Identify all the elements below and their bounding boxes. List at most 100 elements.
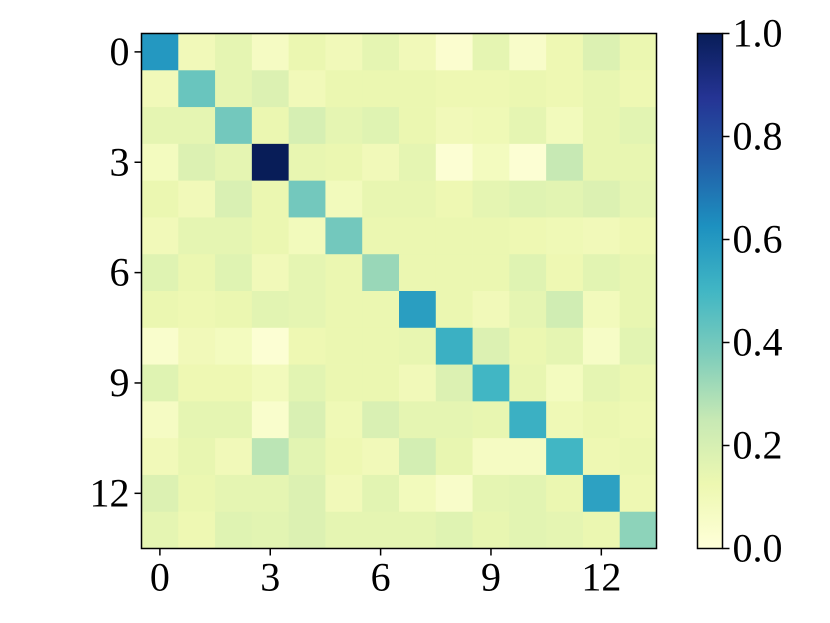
heatmap-cell <box>472 364 510 402</box>
heatmap-cell <box>362 438 400 476</box>
heatmap-cell <box>178 70 216 108</box>
heatmap-cells <box>141 33 657 549</box>
heatmap-cell <box>619 364 657 402</box>
heatmap-cell <box>619 70 657 108</box>
heatmap-cell <box>362 511 400 549</box>
heatmap-cell <box>509 70 547 108</box>
heatmap-cell <box>546 254 584 292</box>
heatmap-cell <box>546 217 584 255</box>
heatmap-cell <box>288 143 326 182</box>
heatmap-cell <box>399 254 437 292</box>
heatmap-cell <box>325 401 363 439</box>
heatmap-cell <box>251 291 290 329</box>
heatmap-cell <box>435 291 473 329</box>
heatmap-cell <box>399 143 437 182</box>
heatmap-cell <box>619 327 657 365</box>
heatmap-cell <box>546 364 584 402</box>
heatmap-cell <box>141 180 179 218</box>
heatmap-cell <box>472 327 510 365</box>
heatmap-cell <box>178 438 216 476</box>
heatmap-cell <box>582 401 621 439</box>
heatmap-cell <box>251 474 290 513</box>
heatmap-cell <box>325 143 363 182</box>
heatmap-cell <box>251 327 290 365</box>
heatmap-cell <box>141 511 179 549</box>
heatmap-cell <box>325 327 363 365</box>
heatmap-cell <box>435 438 473 476</box>
heatmap-cell <box>509 474 547 513</box>
heatmap-cell <box>582 33 621 71</box>
heatmap-cell <box>215 327 253 365</box>
heatmap-cell <box>399 107 437 145</box>
heatmap-cell <box>178 364 216 402</box>
heatmap-cell <box>435 364 473 402</box>
heatmap-cell <box>141 33 179 71</box>
heatmap-cell <box>582 217 621 255</box>
heatmap-cell <box>362 474 400 513</box>
heatmap-cell <box>472 143 510 182</box>
heatmap-cell <box>435 143 473 182</box>
heatmap-cell <box>399 327 437 365</box>
heatmap-cell <box>619 401 657 439</box>
heatmap-cell <box>619 33 657 71</box>
heatmap-cell <box>582 291 621 329</box>
heatmap-cell <box>472 180 510 218</box>
heatmap-cell <box>362 33 400 71</box>
heatmap-cell <box>399 70 437 108</box>
heatmap-cell <box>325 364 363 402</box>
heatmap-cell <box>582 438 621 476</box>
heatmap-cell <box>435 70 473 108</box>
colorbar-axis: 0.0 0.2 0.4 0.6 0.8 1.0 <box>722 11 783 571</box>
y-tick-label: 0 <box>110 29 130 74</box>
heatmap-cell <box>546 143 584 182</box>
y-axis: 0 3 6 9 12 <box>90 29 142 515</box>
heatmap-cell <box>509 33 547 71</box>
heatmap-cell <box>215 33 253 71</box>
heatmap-cell <box>362 364 400 402</box>
heatmap-cell <box>288 217 326 255</box>
heatmap-cell <box>619 217 657 255</box>
heatmap-cell <box>619 474 657 513</box>
heatmap-cell <box>582 107 621 145</box>
heatmap-cell <box>546 33 584 71</box>
heatmap-cell <box>215 401 253 439</box>
heatmap-cell <box>251 33 290 71</box>
heatmap-cell <box>546 511 584 549</box>
heatmap-cell <box>141 327 179 365</box>
heatmap-cell <box>435 217 473 255</box>
heatmap-cell <box>399 291 437 329</box>
x-tick-label: 3 <box>260 555 280 600</box>
heatmap-cell <box>509 364 547 402</box>
heatmap-cell <box>288 70 326 108</box>
heatmap-cell <box>619 438 657 476</box>
heatmap-cell <box>215 291 253 329</box>
colorbar <box>696 32 724 550</box>
heatmap-cell <box>582 254 621 292</box>
heatmap-cell <box>251 254 290 292</box>
colorbar-tick-label: 0.8 <box>733 114 783 159</box>
colorbar-tick-label: 1.0 <box>733 11 783 56</box>
heatmap-cell <box>215 364 253 402</box>
heatmap-cell <box>509 180 547 218</box>
heatmap-cell <box>325 474 363 513</box>
heatmap-cell <box>215 70 253 108</box>
heatmap-cell <box>178 217 216 255</box>
heatmap-cell <box>619 254 657 292</box>
heatmap-cell <box>325 254 363 292</box>
heatmap-cell <box>546 107 584 145</box>
heatmap-cell <box>141 107 179 145</box>
heatmap-cell <box>509 107 547 145</box>
heatmap-cell <box>546 291 584 329</box>
heatmap-cell <box>362 254 400 292</box>
heatmap-cell <box>215 217 253 255</box>
heatmap-cell <box>619 180 657 218</box>
heatmap-cell <box>509 217 547 255</box>
heatmap-cell <box>251 107 290 145</box>
heatmap-cell <box>435 474 473 513</box>
heatmap-cell <box>362 291 400 329</box>
heatmap-cell <box>215 180 253 218</box>
y-tick-label: 6 <box>110 250 130 295</box>
heatmap-cell <box>251 364 290 402</box>
heatmap-cell <box>141 291 179 329</box>
heatmap-cell <box>325 438 363 476</box>
